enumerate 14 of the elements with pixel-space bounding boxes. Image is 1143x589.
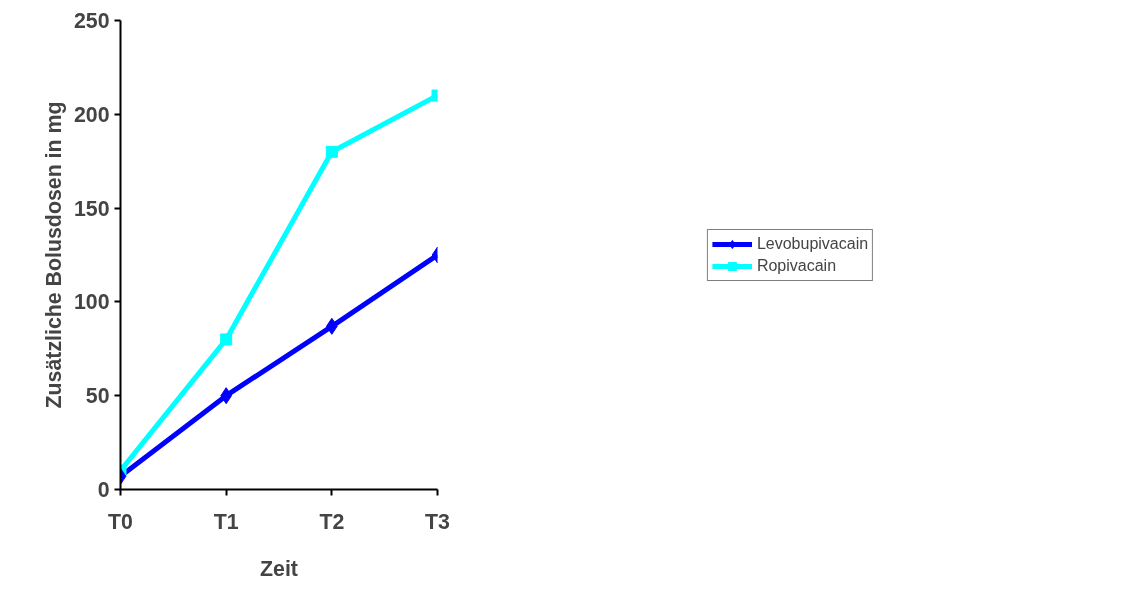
legend-label: Levobupivacain <box>756 234 869 253</box>
x-tick-label: T0 <box>108 509 133 534</box>
x-tick-label: T1 <box>213 509 239 534</box>
y-tick-label: 150 <box>73 196 110 221</box>
y-tick-label: 200 <box>73 102 110 127</box>
x-tick-label: T2 <box>319 509 345 534</box>
y-tick-label: 0 <box>97 478 110 502</box>
x-tick-label: T3 <box>425 509 451 534</box>
y-tick-label: 250 <box>73 9 110 33</box>
y-tick-label: 100 <box>73 290 110 315</box>
y-tick-label: 50 <box>85 384 110 409</box>
y-axis-title: Zusätzliche Bolusdosen in mg <box>41 101 66 409</box>
legend-label: Ropivacain <box>756 256 837 275</box>
x-axis-title: Zeit <box>260 556 298 581</box>
